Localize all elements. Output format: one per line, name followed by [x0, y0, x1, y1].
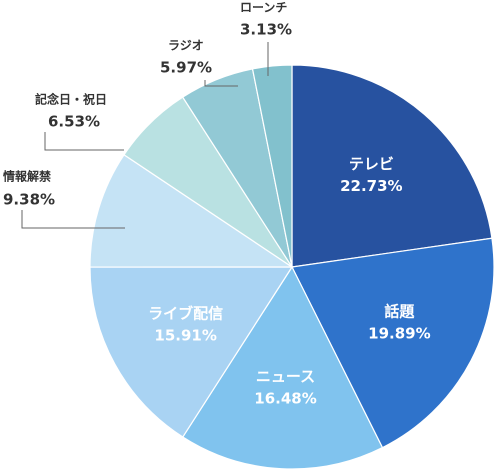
leader-line: [204, 80, 238, 87]
slice-label: 情報解禁: [3, 169, 51, 184]
slice-label: ライブ配信: [148, 305, 223, 323]
slice-label: 話題: [384, 303, 415, 321]
slice-value: 22.73%: [340, 177, 402, 195]
pie-slice: [181, 265, 384, 470]
pie-slice: [89, 153, 294, 268]
slice-label: ニュース: [256, 368, 315, 386]
slice-value: 9.38%: [3, 191, 55, 209]
pie-slice: [291, 64, 493, 268]
leader-line: [21, 210, 125, 229]
slice-label: 記念日・祝日: [35, 92, 107, 107]
slice-value: 6.53%: [48, 113, 100, 131]
pie-slice: [251, 64, 293, 268]
leader-line: [44, 132, 124, 151]
pie-slice: [291, 237, 495, 449]
slice-value: 19.89%: [368, 325, 430, 343]
pie-slice: [89, 266, 294, 438]
slice-label: テレビ: [349, 155, 394, 173]
slice-label: ラジオ: [168, 39, 204, 53]
slice-label: ローンチ: [240, 1, 287, 15]
slice-value: 15.91%: [154, 327, 216, 345]
slice-value: 16.48%: [254, 390, 316, 408]
slice-value: 3.13%: [240, 21, 292, 39]
slice-value: 5.97%: [160, 59, 212, 77]
